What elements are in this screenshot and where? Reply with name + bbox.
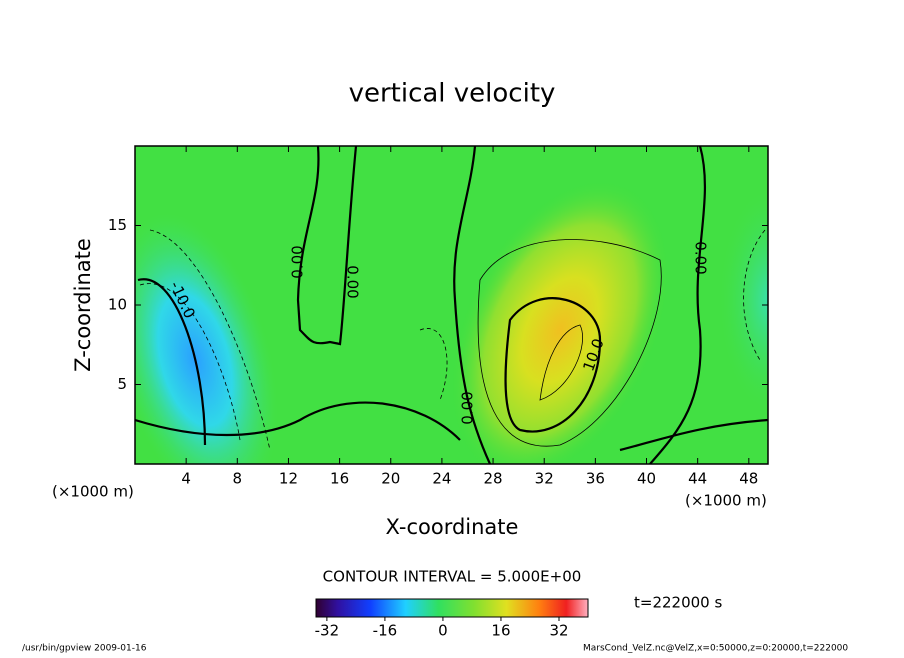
x-unit: (×1000 m) <box>52 483 134 501</box>
x-tick-label: 36 <box>586 470 605 488</box>
x-axis-label: X-coordinate <box>386 515 519 539</box>
field <box>135 146 768 464</box>
colorbar-tick-label: 32 <box>549 622 568 640</box>
x-unit: (×1000 m) <box>685 492 767 510</box>
y-tick-label: 15 <box>108 216 127 234</box>
x-tick-label: 4 <box>181 470 191 488</box>
x-tick-label: 32 <box>535 470 554 488</box>
x-tick-label: 44 <box>688 470 707 488</box>
colorbar-tick-label: -16 <box>373 622 398 640</box>
chart-title: vertical velocity <box>349 79 556 109</box>
y-tick-label: 10 <box>108 296 127 314</box>
colorbar-tick-label: 16 <box>491 622 510 640</box>
x-tick-label: 12 <box>279 470 298 488</box>
contour-label: 0.00 <box>344 265 362 298</box>
x-tick-label: 28 <box>484 470 503 488</box>
footer-right: MarsCond_VelZ.nc@VelZ,x=0:50000,z=0:2000… <box>583 644 848 654</box>
contour-label: 0.00 <box>289 245 307 278</box>
x-tick-label: 40 <box>637 470 656 488</box>
y-tick-label: 5 <box>117 375 127 393</box>
x-tick-label: 20 <box>381 470 400 488</box>
contour-label: 0.00 <box>692 241 710 274</box>
x-tick-label: 24 <box>432 470 451 488</box>
y-axis-label: Z-coordinate <box>71 238 95 372</box>
x-tick-label: 48 <box>739 470 758 488</box>
colorbar <box>315 598 589 618</box>
x-tick-label: 16 <box>330 470 349 488</box>
contour-label: 0.00 <box>459 391 477 424</box>
time-label: t=222000 s <box>634 594 722 612</box>
colorbar-tick-label: -32 <box>315 622 340 640</box>
footer-left: /usr/bin/gpview 2009-01-16 <box>22 644 147 654</box>
contour-interval: CONTOUR INTERVAL = 5.000E+00 <box>323 568 582 586</box>
colorbar-tick-label: 0 <box>438 622 448 640</box>
x-tick-label: 8 <box>233 470 243 488</box>
